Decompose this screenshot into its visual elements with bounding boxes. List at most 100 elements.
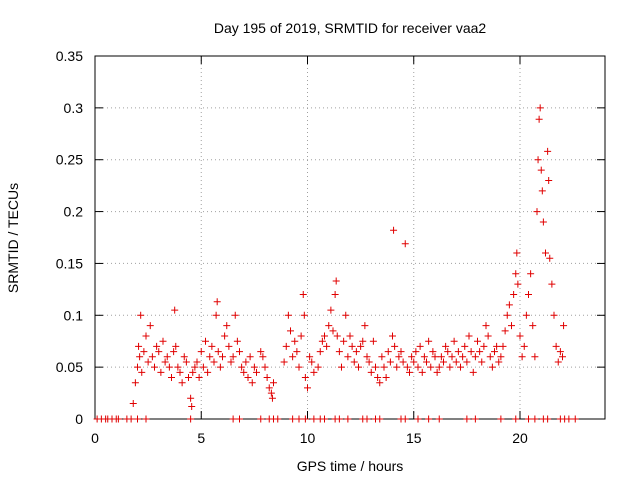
data-point-zero [471, 415, 479, 423]
data-point [390, 226, 398, 234]
data-point [474, 337, 481, 345]
data-point [559, 353, 566, 361]
data-point [435, 363, 443, 371]
data-point [195, 374, 203, 382]
data-point [359, 337, 367, 345]
data-point [450, 337, 458, 345]
data-point [219, 353, 226, 361]
data-point [216, 363, 224, 371]
data-point [465, 332, 473, 340]
data-point [155, 348, 163, 356]
data-point [282, 342, 290, 350]
data-point [529, 322, 537, 330]
chart-title: Day 195 of 2019, SRMTID for receiver vaa… [214, 20, 487, 36]
data-point [463, 358, 471, 366]
data-point [187, 394, 195, 402]
data-point [197, 348, 205, 356]
data-point-zero [531, 415, 539, 423]
y-tick-label: 0.25 [56, 152, 83, 168]
data-point [533, 208, 541, 216]
data-point-zero [295, 415, 303, 423]
data-point [301, 374, 309, 382]
data-point [508, 322, 515, 330]
data-point [522, 311, 530, 319]
x-tick-label: 5 [197, 430, 205, 446]
data-point [176, 368, 184, 376]
data-point [261, 363, 269, 371]
data-point [444, 348, 452, 356]
data-point [378, 353, 386, 361]
data-point [538, 187, 546, 195]
data-point-zero [463, 415, 471, 423]
data-point [361, 322, 369, 330]
x-tick-label: 10 [300, 430, 316, 446]
data-point [516, 332, 524, 340]
data-point [491, 348, 498, 356]
data-point [332, 277, 340, 285]
data-point [352, 348, 360, 356]
data-point-zero [187, 415, 195, 423]
data-point [333, 332, 341, 340]
data-points [93, 104, 579, 423]
data-point [505, 301, 513, 309]
data-point [459, 353, 467, 361]
y-tick-label: 0.3 [64, 100, 84, 116]
data-point [340, 337, 348, 345]
data-point [427, 363, 435, 371]
data-point [488, 363, 496, 371]
data-point [376, 379, 384, 387]
x-tick-label: 15 [406, 430, 422, 446]
data-point [291, 337, 299, 345]
data-point [174, 363, 182, 371]
data-point [531, 353, 539, 361]
data-point [397, 348, 405, 356]
data-point [536, 104, 544, 112]
y-tick-label: 0.2 [64, 204, 84, 220]
data-point [246, 353, 254, 361]
data-point [550, 311, 558, 319]
data-point-zero [363, 415, 371, 423]
data-point [335, 348, 343, 356]
data-point [210, 358, 218, 366]
data-point [513, 249, 521, 257]
data-point [323, 342, 331, 350]
data-point [440, 358, 447, 366]
data-point [189, 368, 197, 376]
data-point-zero [114, 415, 122, 423]
data-point [153, 342, 161, 350]
data-point [265, 384, 273, 392]
data-point-zero [321, 415, 328, 423]
data-point-zero [414, 415, 422, 423]
data-point [300, 311, 308, 319]
data-point [556, 348, 564, 356]
data-point-zero [335, 415, 343, 423]
data-point [503, 311, 511, 319]
data-point [250, 363, 258, 371]
data-point [267, 389, 275, 397]
x-tick-label: 20 [512, 430, 528, 446]
data-point [365, 358, 373, 366]
data-point-zero [301, 415, 309, 423]
data-point [514, 280, 522, 288]
data-point [140, 348, 148, 356]
data-point [191, 363, 199, 371]
data-point [501, 327, 509, 335]
data-point [448, 353, 456, 361]
data-point [193, 358, 201, 366]
data-point [552, 342, 560, 350]
data-point [406, 368, 413, 376]
data-point [408, 353, 416, 361]
data-point-zero [134, 415, 141, 423]
data-point [380, 363, 388, 371]
data-point [457, 363, 464, 371]
data-point [442, 342, 450, 350]
y-tick-label: 0.05 [56, 359, 83, 375]
data-point [367, 368, 375, 376]
data-point [329, 327, 337, 335]
data-point-zero [435, 415, 443, 423]
data-point [342, 311, 350, 319]
data-point [263, 374, 271, 382]
data-point [212, 311, 220, 319]
data-point [467, 348, 475, 356]
data-point [544, 147, 552, 155]
